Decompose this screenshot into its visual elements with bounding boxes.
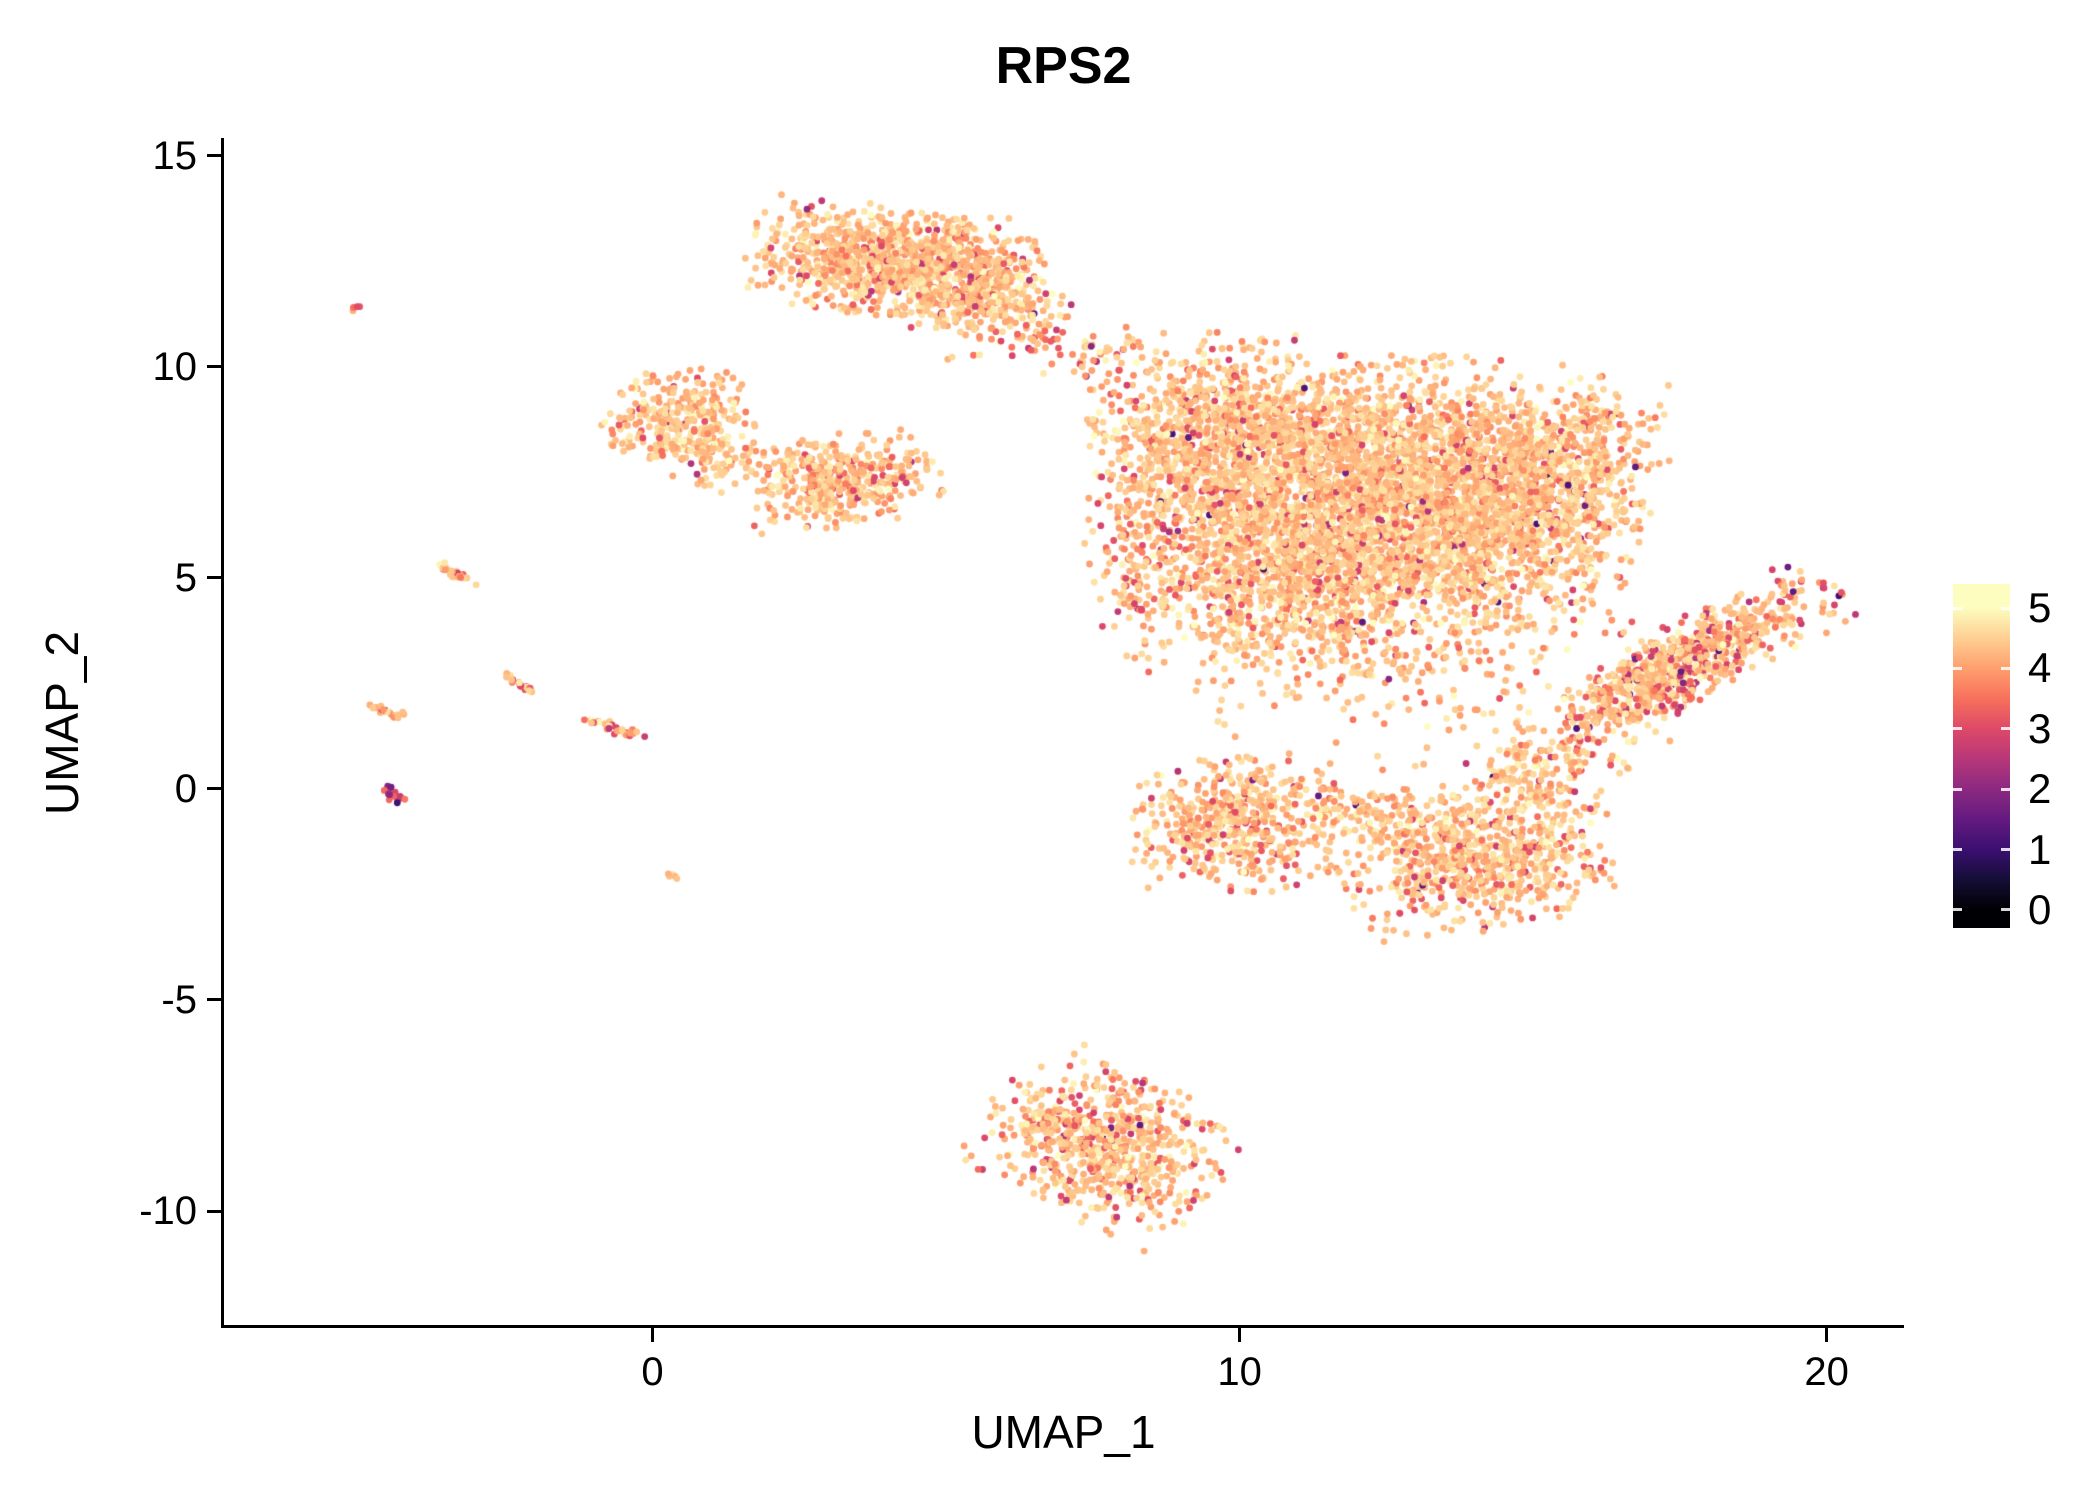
y-tick-label: -5 [161, 977, 197, 1022]
x-tick-mark [1825, 1328, 1829, 1342]
colorbar-tick-mark [1953, 606, 1962, 610]
colorbar-tick-mark [1953, 666, 1962, 670]
x-tick-label: 20 [1804, 1350, 1849, 1394]
colorbar-tick-label: 1 [2028, 825, 2052, 873]
colorbar-tick-label: 0 [2028, 885, 2052, 933]
x-tick-mark [651, 1328, 655, 1342]
colorbar-tick-mark [2001, 908, 2010, 912]
y-tick-label: 10 [152, 344, 198, 389]
x-tick-label: 0 [641, 1350, 664, 1394]
colorbar-tick-mark [1953, 908, 1962, 912]
x-axis-title: UMAP_1 [971, 1406, 1156, 1458]
y-tick-label: 5 [174, 555, 197, 600]
colorbar-tick-label: 3 [2028, 704, 2052, 752]
colorbar-tick-mark [2001, 666, 2010, 670]
y-tick-label: 15 [152, 133, 198, 178]
colorbar-tick-label: 4 [2028, 644, 2052, 692]
y-axis-title: UMAP_2 [36, 630, 88, 816]
colorbar-tick-label: 5 [2028, 584, 2052, 632]
y-axis-line [221, 138, 224, 1328]
x-tick-label: 10 [1217, 1350, 1262, 1394]
y-tick-label: 0 [174, 766, 197, 811]
colorbar-tick-mark [2001, 848, 2010, 852]
colorbar-tick-mark [2001, 727, 2010, 731]
x-axis-line [222, 1325, 1904, 1328]
colorbar-tick-mark [2001, 606, 2010, 610]
colorbar-tick-mark [1953, 727, 1962, 731]
colorbar: 5 4 3 2 1 0 [1953, 584, 2051, 933]
y-tick-mark [207, 787, 221, 791]
y-tick-mark [207, 154, 221, 158]
colorbar-tick-mark [1953, 848, 1962, 852]
colorbar-tick-mark [1953, 787, 1962, 791]
x-tick-mark [1238, 1328, 1242, 1342]
colorbar-gradient [1953, 584, 2010, 928]
y-tick-mark [207, 1209, 221, 1213]
colorbar-tick-mark [2001, 787, 2010, 791]
y-tick-mark [207, 998, 221, 1002]
y-tick-label: -10 [139, 1189, 197, 1234]
y-tick-mark [207, 576, 221, 580]
colorbar-tick-label: 2 [2028, 765, 2052, 813]
y-tick-mark [207, 365, 221, 369]
